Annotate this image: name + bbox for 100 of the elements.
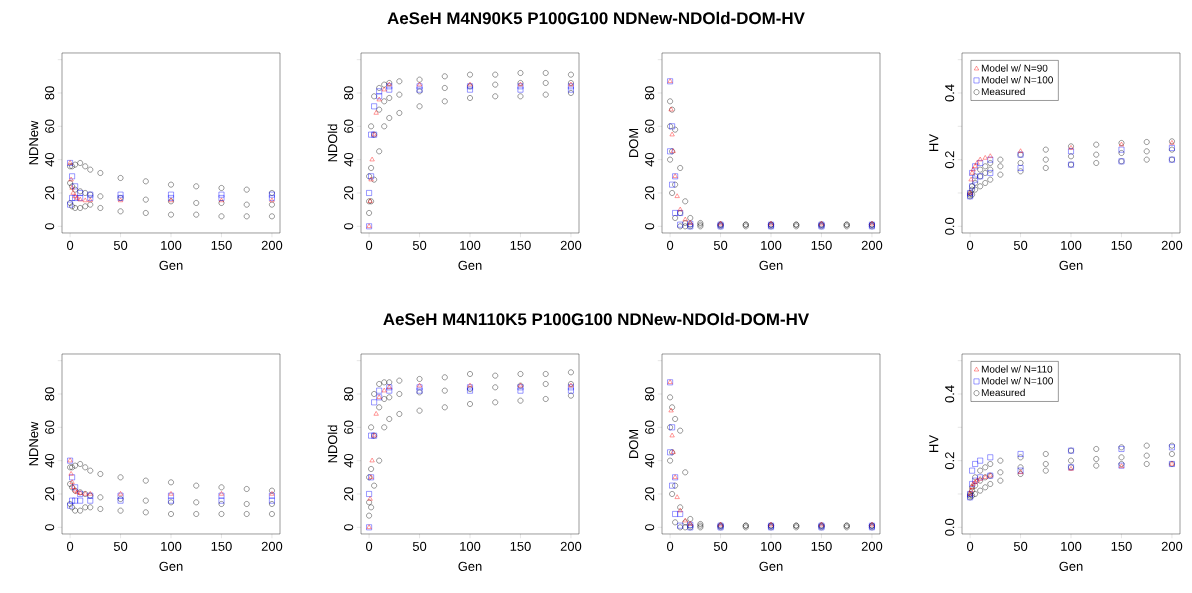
y-tick-label: 20: [645, 186, 655, 200]
x-tick-label: 100: [761, 240, 782, 250]
legend-label: Model w/ N=100: [981, 377, 1053, 385]
x-tick-label: 100: [161, 240, 182, 250]
x-tick-label: 0: [66, 240, 74, 250]
x-tick-label: 100: [460, 240, 481, 250]
x-tick-label: 200: [261, 541, 283, 551]
y-tick-label: 40: [645, 453, 655, 468]
y-tick-label: 0: [344, 524, 354, 531]
y-tick-label: 80: [45, 387, 55, 401]
x-tick-label: 0: [66, 541, 74, 551]
x-tick-label: 150: [1111, 240, 1132, 250]
x-tick-label: 50: [1013, 240, 1028, 250]
x-tick-label: 200: [861, 240, 883, 250]
y-axis-title: NDOld: [327, 425, 338, 463]
x-tick-label: 150: [211, 541, 232, 551]
y-tick-label: 0: [344, 223, 354, 230]
x-axis-title: Gen: [159, 561, 183, 571]
y-tick-label: 60: [645, 420, 655, 434]
x-axis-title: Gen: [759, 561, 783, 571]
x-tick-label: 100: [761, 541, 782, 551]
y-tick-label: 80: [344, 387, 354, 401]
y-tick-label: 20: [45, 186, 55, 200]
y-tick-label: 40: [344, 152, 354, 167]
y-tick-label: 40: [45, 152, 55, 167]
x-tick-label: 200: [861, 541, 883, 551]
y-tick-label: 0.4: [945, 84, 955, 102]
x-tick-label: 0: [966, 240, 974, 250]
y-tick-label: 0.0: [945, 217, 955, 235]
y-axis-title: DOM: [629, 429, 639, 459]
y-axis-title: DOM: [629, 128, 639, 158]
y-tick-label: 40: [344, 453, 354, 468]
x-tick-label: 150: [811, 541, 832, 551]
y-axis-title: HV: [929, 134, 939, 151]
y-tick-label: 40: [45, 453, 55, 468]
x-tick-label: 100: [460, 541, 481, 551]
x-axis-title: Gen: [458, 561, 482, 571]
y-tick-label: 20: [45, 487, 55, 501]
legend-label: Measured: [981, 87, 1025, 96]
x-tick-label: 150: [1111, 541, 1132, 551]
y-tick-label: 80: [344, 86, 354, 100]
y-tick-label: 0.0: [945, 518, 955, 536]
y-axis-title: NDNew: [29, 421, 39, 466]
y-tick-label: 0: [45, 524, 55, 531]
x-tick-label: 150: [211, 240, 232, 250]
x-tick-label: 0: [365, 240, 373, 250]
y-tick-label: 60: [45, 119, 55, 133]
y-tick-label: 0: [45, 223, 55, 230]
x-tick-label: 0: [666, 541, 674, 551]
x-tick-label: 200: [1161, 541, 1183, 551]
y-tick-label: 60: [344, 420, 354, 434]
legend-label: Model w/ N=90: [981, 64, 1048, 72]
x-tick-label: 200: [560, 240, 582, 250]
x-tick-label: 200: [560, 541, 582, 551]
y-tick-label: 40: [645, 152, 655, 167]
y-tick-label: 80: [645, 86, 655, 100]
x-axis-title: Gen: [458, 260, 482, 270]
x-tick-label: 200: [261, 240, 283, 250]
y-tick-label: 0: [645, 223, 655, 230]
y-tick-label: 80: [645, 387, 655, 401]
x-tick-label: 150: [811, 240, 832, 250]
x-axis-title: Gen: [1059, 260, 1083, 270]
y-tick-label: 20: [344, 487, 354, 501]
chart-title: AeSeH M4N90K5 P100G100 NDNew-NDOld-DOM-HV: [387, 11, 805, 25]
x-tick-label: 200: [1161, 240, 1183, 250]
x-tick-label: 50: [113, 240, 128, 250]
x-tick-label: 50: [713, 240, 728, 250]
x-tick-label: 50: [412, 541, 427, 551]
y-tick-label: 0.2: [945, 452, 955, 470]
y-axis-title: NDOld: [327, 124, 338, 162]
y-tick-label: 60: [45, 420, 55, 434]
y-tick-label: 0: [645, 524, 655, 531]
chart-title: AeSeH M4N110K5 P100G100 NDNew-NDOld-DOM-HV: [383, 312, 810, 326]
y-axis-title: NDNew: [29, 120, 39, 165]
x-axis-title: Gen: [759, 260, 783, 270]
x-tick-label: 0: [666, 240, 674, 250]
legend-label: Model w/ N=110: [981, 365, 1053, 373]
x-tick-label: 50: [1013, 541, 1028, 551]
x-tick-label: 0: [365, 541, 373, 551]
y-tick-label: 60: [645, 119, 655, 133]
x-axis-title: Gen: [159, 260, 183, 270]
y-tick-label: 0.4: [945, 385, 955, 403]
y-tick-label: 20: [344, 186, 354, 200]
y-tick-label: 20: [645, 487, 655, 501]
legend-label: Measured: [981, 388, 1025, 397]
x-tick-label: 50: [113, 541, 128, 551]
y-tick-label: 80: [45, 86, 55, 100]
y-axis-title: HV: [929, 435, 939, 452]
x-tick-label: 50: [713, 541, 728, 551]
x-axis-title: Gen: [1059, 561, 1083, 571]
x-tick-label: 100: [161, 541, 182, 551]
y-tick-label: 0.2: [945, 151, 955, 169]
x-tick-label: 50: [412, 240, 427, 250]
x-tick-label: 100: [1061, 541, 1082, 551]
legend-label: Model w/ N=100: [981, 76, 1053, 84]
x-tick-label: 0: [966, 541, 974, 551]
x-tick-label: 150: [510, 240, 531, 250]
x-tick-label: 150: [510, 541, 531, 551]
y-tick-label: 60: [344, 119, 354, 133]
x-tick-label: 100: [1061, 240, 1082, 250]
